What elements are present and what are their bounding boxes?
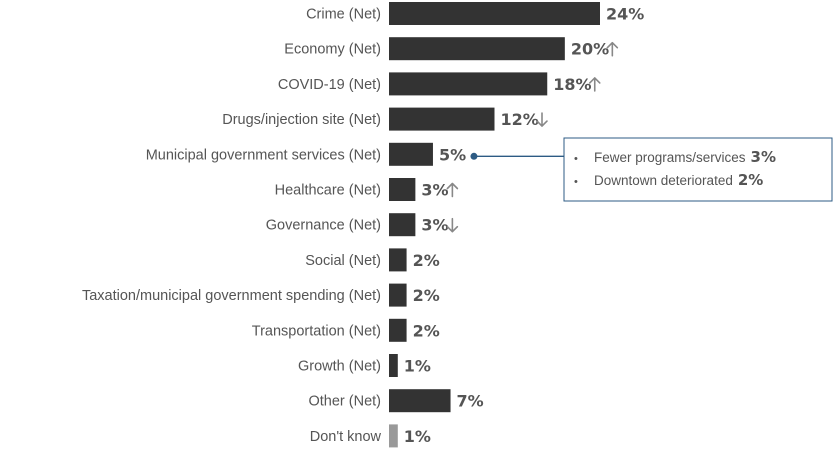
callout-connector-dot — [470, 152, 478, 160]
callout-item: • Fewer programs/services 3% — [574, 148, 776, 166]
bar-taxation-municipal-government-spending-net — [389, 283, 407, 307]
category-label: Economy (Net) — [284, 42, 381, 58]
callout-item-label: Fewer programs/services — [594, 150, 746, 165]
bar-row-crime-net: Crime (Net) 24% — [306, 2, 644, 25]
bar-row-drugs-injection-site-net: Drugs/injection site (Net) 12% — [222, 107, 548, 131]
category-label: COVID-19 (Net) — [278, 77, 381, 93]
bar-row-don-t-know: Don't know 1% — [310, 424, 431, 448]
bar-row-healthcare-net: Healthcare (Net) 3% — [275, 178, 459, 201]
bar-social-net — [389, 248, 407, 272]
arrow-up-icon — [606, 41, 619, 57]
category-label: Healthcare (Net) — [275, 183, 381, 199]
callout-item-label: Downtown deteriorated — [594, 173, 733, 188]
value-label: 1% — [404, 357, 431, 376]
callout-item-value: 3% — [751, 148, 776, 166]
category-label: Municipal government services (Net) — [146, 147, 381, 163]
bar-row-other-net: Other (Net) 7% — [308, 389, 484, 413]
arrow-up-icon — [588, 77, 601, 92]
callout-item-text: Downtown deteriorated 2% — [594, 171, 763, 189]
chart-rows: Crime (Net) 24% Economy (Net) 20% COVID-19 (… — [82, 2, 644, 448]
bar-transportation-net — [389, 318, 407, 342]
bar-economy-net — [389, 37, 565, 61]
bar-row-governance-net: Governance (Net) 3% — [266, 213, 459, 237]
callout-item-text: Fewer programs/services 3% — [594, 148, 776, 166]
callout-item: • Downtown deteriorated 2% — [574, 171, 763, 189]
arrow-down-icon — [536, 112, 548, 127]
bar-row-municipal-government-services-net: Municipal government services (Net) 5% — [146, 142, 466, 166]
value-label: 2% — [413, 321, 440, 340]
bar-row-economy-net: Economy (Net) 20% — [284, 37, 619, 61]
value-label: 1% — [404, 427, 431, 446]
value-label: 18% — [553, 75, 591, 94]
bar-covid-19-net — [389, 72, 548, 96]
value-label: 2% — [413, 286, 440, 305]
value-label: 5% — [439, 145, 466, 164]
category-label: Drugs/injection site (Net) — [222, 112, 381, 128]
bar-row-growth-net: Growth (Net) 1% — [298, 354, 431, 377]
category-label: Growth (Net) — [298, 359, 381, 375]
category-label: Other (Net) — [308, 394, 381, 410]
callout: • Fewer programs/services 3% • Downtown dete… — [470, 137, 833, 202]
bar-row-taxation-municipal-government-spending-net: Taxation/municipal government spending (… — [82, 283, 440, 307]
bar-growth-net — [389, 354, 398, 377]
bar-row-social-net: Social (Net) 2% — [305, 248, 440, 272]
value-label: 7% — [457, 392, 484, 411]
bullet-icon: • — [574, 176, 578, 188]
bar-don-t-know — [389, 424, 398, 448]
bar-other-net — [389, 389, 451, 413]
bar-drugs-injection-site-net — [389, 107, 495, 131]
category-label: Taxation/municipal government spending (… — [82, 288, 381, 304]
bar-municipal-government-services-net — [389, 142, 433, 166]
bar-healthcare-net — [389, 178, 416, 201]
category-label: Social (Net) — [305, 253, 381, 269]
callout-item-value: 2% — [738, 171, 763, 189]
value-label: 3% — [421, 181, 448, 200]
bar-governance-net — [389, 213, 416, 237]
callout-items: • Fewer programs/services 3% • Downtown dete… — [574, 148, 776, 189]
category-label: Crime (Net) — [306, 7, 381, 23]
value-label: 20% — [571, 40, 609, 59]
arrow-down-icon — [446, 217, 459, 233]
category-label: Governance (Net) — [266, 218, 381, 234]
value-label: 3% — [421, 216, 448, 235]
category-label: Transportation (Net) — [252, 323, 381, 339]
callout-box — [563, 137, 833, 202]
bar-row-transportation-net: Transportation (Net) 2% — [252, 318, 440, 342]
value-label: 2% — [413, 251, 440, 270]
bar-row-covid-19-net: COVID-19 (Net) 18% — [278, 72, 601, 96]
bullet-icon: • — [574, 153, 578, 165]
value-label: 24% — [606, 5, 644, 24]
bar-crime-net — [389, 2, 600, 25]
value-label: 12% — [501, 110, 539, 129]
arrow-up-icon — [446, 182, 459, 198]
category-label: Don't know — [310, 429, 382, 445]
